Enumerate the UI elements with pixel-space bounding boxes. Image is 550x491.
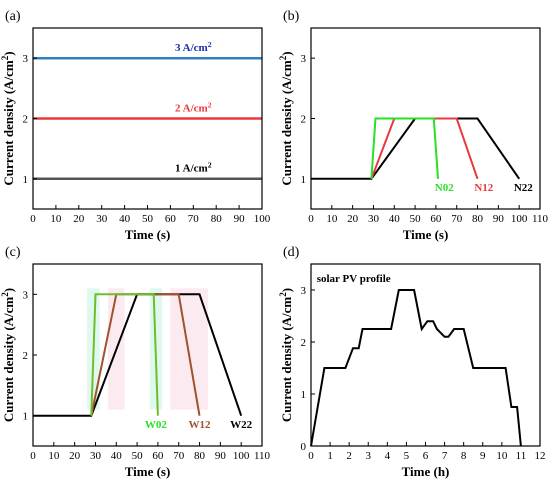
series-label: N22: [514, 182, 533, 194]
x-tick-label: 0: [308, 213, 314, 225]
x-tick-label: 70: [451, 213, 463, 225]
series-label: W22: [230, 419, 253, 431]
x-tick-label: 0: [308, 450, 314, 462]
x-tick-label: 20: [69, 450, 81, 462]
x-tick-label: 0: [30, 450, 36, 462]
x-tick-label: 10: [326, 213, 338, 225]
x-tick-label: 30: [90, 450, 102, 462]
series-label: 2 A/cm2: [175, 100, 212, 115]
x-tick-label: 60: [165, 213, 177, 225]
x-tick-label: 1: [327, 450, 333, 462]
x-tick-label: 70: [173, 450, 185, 462]
y-tick-label: 3: [301, 53, 307, 65]
y-tick-label: 3: [23, 53, 29, 65]
highlight-band: [170, 288, 208, 410]
x-tick-label: 100: [511, 213, 528, 225]
series-line-W02: [90, 293, 159, 416]
annotation: solar PV profile: [317, 273, 391, 285]
x-tick-label: 10: [48, 450, 60, 462]
y-tick-label: 1: [301, 389, 307, 401]
x-tick-label: 110: [532, 213, 549, 225]
y-tick-label: 3: [301, 285, 307, 297]
x-tick-label: 30: [368, 213, 380, 225]
x-axis-label: Time (s): [125, 464, 171, 479]
x-tick-label: 90: [215, 450, 227, 462]
x-axis-label: Time (h): [402, 464, 450, 479]
y-axis-label: Current density (A/cm2): [0, 51, 16, 185]
series-line-W22: [33, 293, 243, 417]
panel-a: (a) 1 A/cm2 2 A/cm2 3 A/cm2 0 10 20 30 40 50 60 70 8…: [0, 9, 271, 242]
panel-c: (c) W22 W12 W02 0 10 20 30 40 50 60 70 80 90 100 110 1 2 3…: [0, 245, 271, 479]
x-tick-label: 7: [442, 450, 448, 462]
panel-label: (c): [5, 245, 21, 260]
x-tick-label: 90: [234, 213, 246, 225]
y-tick-label: 0: [301, 441, 307, 453]
x-tick-label: 10: [50, 213, 62, 225]
x-axis-label: Time (s): [403, 227, 449, 242]
series-line-N12: [370, 117, 479, 180]
x-tick-label: 3: [366, 450, 372, 462]
y-tick-label: 2: [301, 337, 307, 349]
y-tick-label: 2: [23, 350, 29, 362]
x-tick-label: 10: [496, 450, 508, 462]
axes-frame: [310, 263, 541, 447]
panel-label: (d): [283, 245, 300, 260]
x-tick-label: 9: [480, 450, 486, 462]
x-tick-label: 20: [347, 213, 359, 225]
x-tick-label: 100: [254, 213, 271, 225]
y-tick-label: 1: [301, 174, 307, 186]
x-axis-label: Time (s): [125, 227, 171, 242]
x-tick-label: 30: [96, 213, 108, 225]
x-tick-label: 50: [410, 213, 422, 225]
y-tick-label: 2: [23, 114, 29, 126]
x-tick-label: 5: [404, 450, 410, 462]
x-tick-label: 8: [461, 450, 467, 462]
y-tick-label: 2: [301, 114, 307, 126]
series-line-N22: [311, 117, 521, 180]
series-label: W12: [189, 419, 212, 431]
x-tick-label: 4: [385, 450, 391, 462]
x-tick-label: 50: [132, 450, 144, 462]
panel-b: (b) N22 N12 N02 0 10 20 30 40 50 60 70 80 90 100 110 1 2 3…: [278, 9, 549, 242]
x-tick-label: 80: [194, 450, 206, 462]
x-tick-label: 2: [346, 450, 352, 462]
panel-label: (b): [283, 9, 300, 24]
series-label: N02: [435, 182, 454, 194]
y-tick-label: 1: [23, 174, 29, 186]
y-axis-label: Current density (A/cm2): [0, 288, 16, 422]
x-tick-label: 6: [423, 450, 429, 462]
x-tick-label: 110: [254, 450, 271, 462]
panel-label: (a): [5, 9, 21, 24]
x-tick-label: 11: [516, 450, 527, 462]
series-line: [310, 289, 522, 447]
x-tick-label: 12: [535, 450, 546, 462]
series-line-N02: [370, 117, 439, 179]
x-tick-label: 60: [152, 450, 164, 462]
series-label: 3 A/cm2: [175, 39, 212, 54]
x-tick-label: 40: [119, 213, 131, 225]
y-axis-label: Current density (A/cm2): [278, 51, 294, 185]
x-tick-label: 100: [233, 450, 250, 462]
y-tick-label: 3: [23, 289, 29, 301]
series-label: W02: [145, 419, 168, 431]
x-tick-label: 70: [188, 213, 200, 225]
x-tick-label: 60: [430, 213, 442, 225]
x-tick-label: 80: [211, 213, 223, 225]
x-tick-label: 40: [389, 213, 401, 225]
x-tick-label: 80: [472, 213, 484, 225]
x-tick-label: 90: [493, 213, 505, 225]
x-tick-label: 0: [30, 213, 36, 225]
y-axis-label: Current density (A/cm2): [278, 288, 294, 422]
y-tick-label: 1: [23, 411, 29, 423]
x-tick-label: 50: [142, 213, 154, 225]
series-label: N12: [474, 182, 493, 194]
x-tick-label: 20: [73, 213, 85, 225]
series-label: 1 A/cm2: [175, 160, 212, 175]
x-tick-label: 40: [111, 450, 123, 462]
